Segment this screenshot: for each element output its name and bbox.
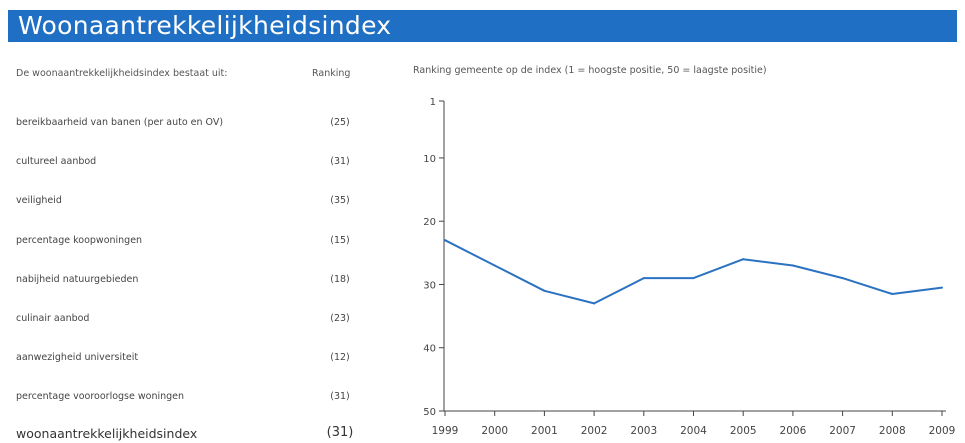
x-tick-label: 2000 bbox=[481, 425, 508, 437]
data-point bbox=[692, 277, 695, 280]
table-row-rank: (12) bbox=[330, 352, 350, 363]
data-point bbox=[891, 292, 894, 295]
x-tick-label: 2006 bbox=[780, 425, 807, 437]
y-tick-label: 20 bbox=[423, 217, 436, 228]
y-tick-label: 40 bbox=[423, 344, 436, 355]
y-tick-label: 10 bbox=[423, 154, 436, 165]
data-point bbox=[791, 264, 794, 267]
table-row-label: percentage vooroorlogse woningen bbox=[16, 391, 185, 402]
table-row-rank: (35) bbox=[330, 195, 350, 206]
table-row-label: bereikbaarheid van banen (per auto en OV… bbox=[16, 117, 224, 128]
total-index-rank: (31) bbox=[326, 425, 354, 440]
y-tick-label: 1 bbox=[430, 97, 436, 108]
table-row-label: percentage koopwoningen bbox=[16, 235, 143, 246]
title-banner: Woonaantrekkelijkheidsindex bbox=[8, 10, 957, 42]
data-point bbox=[493, 264, 496, 267]
total-index-label: woonaantrekkelijkheidsindex bbox=[16, 426, 198, 441]
table-row-rank: (25) bbox=[330, 117, 350, 128]
table-row-label: veiligheid bbox=[16, 195, 62, 206]
x-tick-label: 2002 bbox=[581, 425, 608, 437]
x-tick-label: 1999 bbox=[432, 425, 459, 437]
chart-title: Ranking gemeente op de index (1 = hoogst… bbox=[413, 65, 767, 76]
table-header-ranking: Ranking bbox=[312, 68, 351, 79]
data-point bbox=[742, 258, 745, 261]
x-tick-label: 2008 bbox=[879, 425, 906, 437]
x-tick-label: 2009 bbox=[929, 425, 956, 437]
x-tick-label: 2004 bbox=[680, 425, 707, 437]
x-tick-label: 2003 bbox=[630, 425, 657, 437]
x-tick-label: 2005 bbox=[730, 425, 757, 437]
table-row-rank: (15) bbox=[330, 235, 350, 246]
table-row-label: cultureel aanbod bbox=[16, 156, 97, 167]
table-row-label: culinair aanbod bbox=[16, 313, 90, 324]
data-point bbox=[593, 302, 596, 305]
y-tick-label: 50 bbox=[423, 407, 436, 418]
table-row-rank: (31) bbox=[330, 156, 350, 167]
table-row-label: aanwezigheid universiteit bbox=[16, 352, 139, 363]
data-point bbox=[543, 289, 546, 292]
table-row-label: nabijheid natuurgebieden bbox=[16, 274, 139, 285]
data-point bbox=[841, 277, 844, 280]
table-row-rank: (23) bbox=[330, 313, 350, 324]
table-row-rank: (18) bbox=[330, 274, 350, 285]
series-line bbox=[444, 239, 943, 305]
x-tick-label: 2007 bbox=[829, 425, 856, 437]
data-point bbox=[444, 239, 446, 242]
y-tick-label: 30 bbox=[423, 280, 436, 291]
table-header-left: De woonaantrekkelijkheidsindex bestaat u… bbox=[16, 68, 228, 79]
x-tick-label: 2001 bbox=[531, 425, 558, 437]
table-row-rank: (31) bbox=[330, 391, 350, 402]
data-point bbox=[642, 277, 645, 280]
data-point bbox=[941, 286, 943, 289]
page-title: Woonaantrekkelijkheidsindex bbox=[18, 11, 392, 40]
